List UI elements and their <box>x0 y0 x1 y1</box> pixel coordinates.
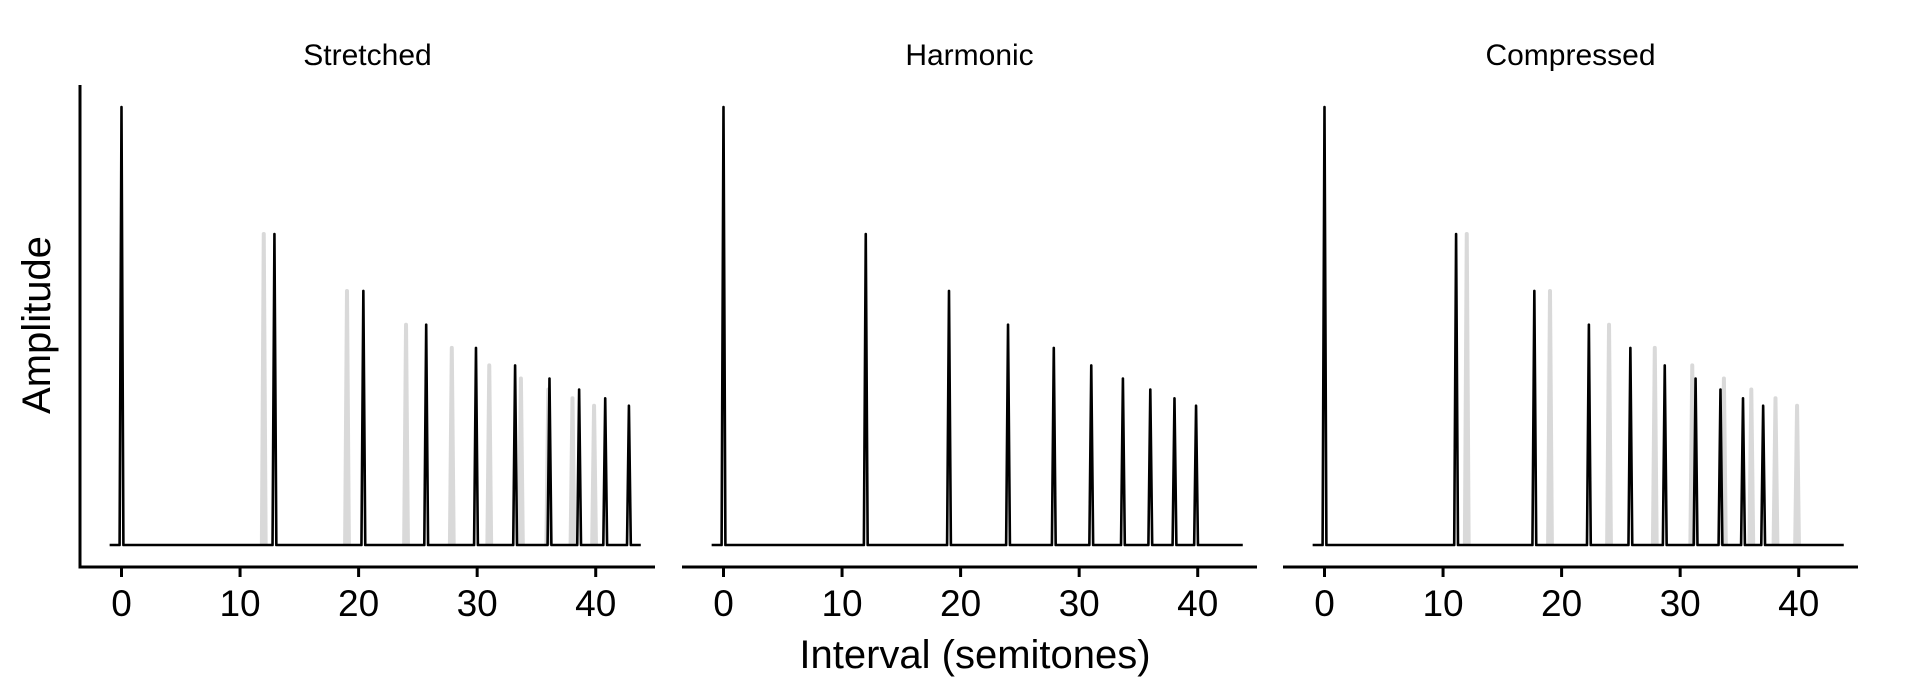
reference-peak <box>1747 387 1756 546</box>
reference-peak <box>517 376 525 546</box>
reference-peak <box>259 232 268 546</box>
x-tick-label: 0 <box>713 583 734 624</box>
x-axis-title: Interval (semitones) <box>799 633 1150 677</box>
x-tick-label: 30 <box>457 583 498 624</box>
x-tick-label: 40 <box>1177 583 1218 624</box>
reference-peak <box>447 345 456 546</box>
spectrum-line <box>1312 105 1844 547</box>
x-tick-label: 10 <box>821 583 862 624</box>
y-axis-title: Amplitude <box>15 236 59 414</box>
facet-title: Compressed <box>1485 39 1655 72</box>
reference-peak <box>1793 403 1801 546</box>
reference-peak <box>343 288 351 546</box>
panel-2: Compressed 0 10 20 30 40 <box>1283 39 1858 624</box>
spectrum-line <box>711 105 1243 547</box>
x-tick-label: 40 <box>575 583 616 624</box>
panel-1: Harmonic 0 10 20 30 40 <box>682 39 1257 624</box>
reference-peak <box>1771 396 1780 546</box>
x-tick-label: 0 <box>1314 583 1335 624</box>
x-tick-label: 30 <box>1660 583 1701 624</box>
spectrum-line <box>109 105 641 547</box>
reference-peak <box>485 363 494 546</box>
reference-peak <box>1546 288 1554 546</box>
facet-title: Stretched <box>303 39 431 72</box>
x-tick-label: 10 <box>1422 583 1463 624</box>
reference-peak <box>1462 232 1471 546</box>
x-tick-label: 20 <box>1541 583 1582 624</box>
facet-title: Harmonic <box>905 39 1033 72</box>
reference-peak <box>590 403 598 546</box>
panel-0: Stretched 0 10 20 30 40 <box>78 39 655 624</box>
reference-peak <box>1650 345 1659 546</box>
reference-peak <box>568 396 577 546</box>
x-tick-label: 0 <box>111 583 132 624</box>
reference-peak <box>1605 322 1613 546</box>
x-tick-label: 30 <box>1059 583 1100 624</box>
x-tick-label: 40 <box>1778 583 1819 624</box>
x-tick-label: 20 <box>338 583 379 624</box>
x-tick-label: 20 <box>940 583 981 624</box>
reference-peak <box>402 322 410 546</box>
x-tick-label: 10 <box>219 583 260 624</box>
